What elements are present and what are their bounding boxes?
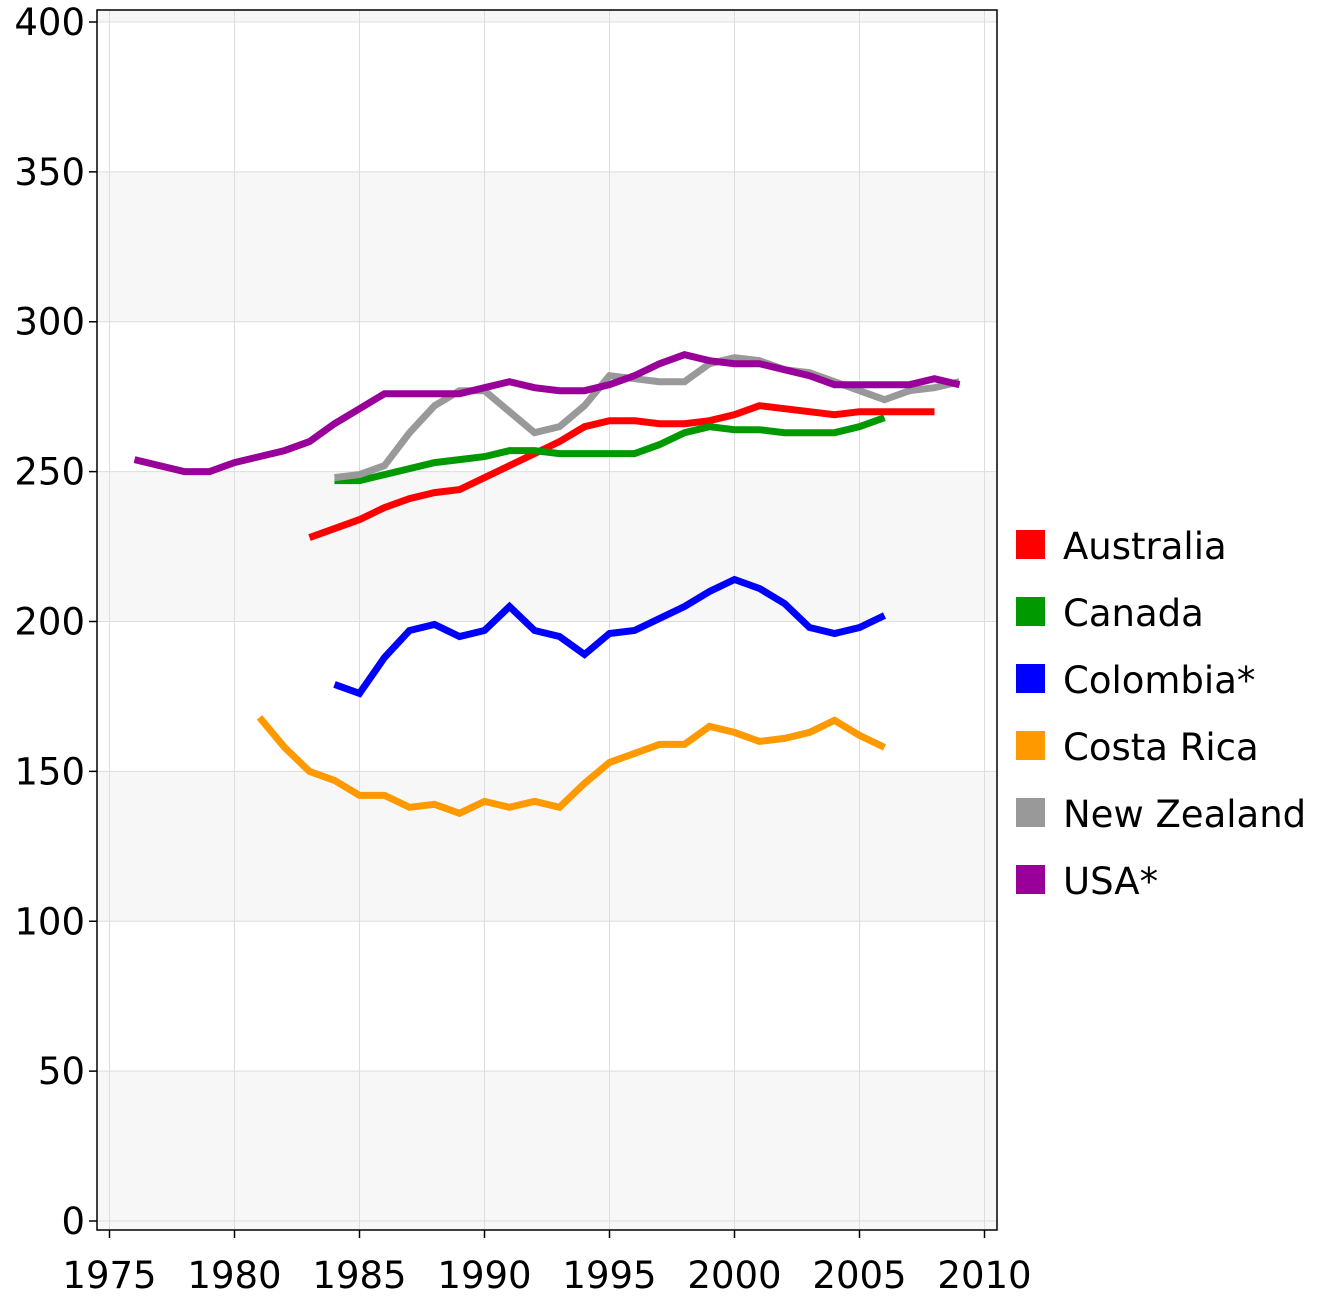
legend-swatch xyxy=(1016,865,1045,894)
legend-label: Canada xyxy=(1063,592,1204,635)
x-tick-label: 1990 xyxy=(437,1254,531,1297)
legend-label: New Zealand xyxy=(1063,793,1306,836)
series-line-colombia xyxy=(333,575,887,698)
background-band xyxy=(97,171,997,322)
background-band xyxy=(97,10,997,22)
y-tick-label: 100 xyxy=(14,900,85,943)
background-band xyxy=(97,771,997,922)
y-axis-ticks: 0 50 100 150 200 250 300 350 400 xyxy=(14,1,97,1243)
legend-swatch xyxy=(1016,798,1045,827)
y-tick-label: 50 xyxy=(38,1050,85,1093)
x-tick-label: 1995 xyxy=(562,1254,656,1297)
legend-label: Costa Rica xyxy=(1063,726,1259,769)
series-lines xyxy=(133,351,961,818)
x-tick-label: 1980 xyxy=(187,1254,281,1297)
plot-border xyxy=(96,9,998,1231)
series-line-canada xyxy=(334,414,886,485)
x-tick-label: 1975 xyxy=(62,1254,156,1297)
y-tick-label: 0 xyxy=(61,1200,85,1243)
legend-label: Australia xyxy=(1063,525,1227,568)
x-tick-label: 2000 xyxy=(687,1254,781,1297)
legend-label: Colombia* xyxy=(1063,659,1255,702)
background-bands xyxy=(97,10,997,1230)
x-tick-label: 2010 xyxy=(937,1254,1031,1297)
x-tick-label: 1985 xyxy=(312,1254,406,1297)
x-axis-ticks: 1975 1980 1985 1990 1995 2000 2005 2010 xyxy=(62,1230,1032,1297)
legend: Australia Canada Colombia* Costa Rica New Ze… xyxy=(1016,525,1306,903)
background-band xyxy=(97,471,997,622)
legend-label: USA* xyxy=(1063,860,1158,903)
series-line-usa xyxy=(133,351,961,476)
legend-swatch xyxy=(1016,731,1045,760)
plot-frame xyxy=(96,9,998,1231)
y-tick-label: 200 xyxy=(14,600,85,643)
gridlines xyxy=(97,10,997,1230)
y-tick-label: 150 xyxy=(14,750,85,793)
y-tick-label: 400 xyxy=(14,1,85,44)
legend-swatch xyxy=(1016,664,1045,693)
y-tick-label: 250 xyxy=(14,451,85,494)
legend-swatch xyxy=(1016,530,1045,559)
series-line-new-zealand xyxy=(334,354,961,482)
y-tick-label: 300 xyxy=(14,301,85,344)
y-tick-label: 350 xyxy=(14,151,85,194)
background-band xyxy=(97,1071,997,1230)
series-line-australia xyxy=(308,402,935,541)
legend-swatch xyxy=(1016,597,1045,626)
x-tick-label: 2005 xyxy=(812,1254,906,1297)
series-line-costa-rica xyxy=(256,715,887,818)
